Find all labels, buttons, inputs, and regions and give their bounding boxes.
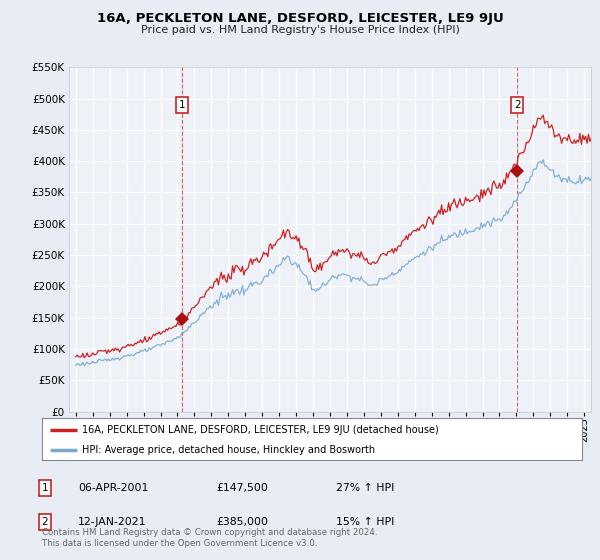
Text: 16A, PECKLETON LANE, DESFORD, LEICESTER, LE9 9JU: 16A, PECKLETON LANE, DESFORD, LEICESTER,… [97, 12, 503, 25]
Text: 16A, PECKLETON LANE, DESFORD, LEICESTER, LE9 9JU (detached house): 16A, PECKLETON LANE, DESFORD, LEICESTER,… [83, 425, 439, 435]
Text: £147,500: £147,500 [216, 483, 268, 493]
Text: 15% ↑ HPI: 15% ↑ HPI [336, 517, 394, 527]
Text: 2: 2 [514, 100, 520, 110]
Text: 2: 2 [41, 517, 49, 527]
Text: 1: 1 [41, 483, 49, 493]
Text: 27% ↑ HPI: 27% ↑ HPI [336, 483, 394, 493]
Text: £385,000: £385,000 [216, 517, 268, 527]
Text: 1: 1 [179, 100, 185, 110]
Text: 12-JAN-2021: 12-JAN-2021 [78, 517, 146, 527]
Text: Price paid vs. HM Land Registry's House Price Index (HPI): Price paid vs. HM Land Registry's House … [140, 25, 460, 35]
Text: HPI: Average price, detached house, Hinckley and Bosworth: HPI: Average price, detached house, Hinc… [83, 445, 376, 455]
Text: Contains HM Land Registry data © Crown copyright and database right 2024.
This d: Contains HM Land Registry data © Crown c… [42, 528, 377, 548]
Text: 06-APR-2001: 06-APR-2001 [78, 483, 148, 493]
